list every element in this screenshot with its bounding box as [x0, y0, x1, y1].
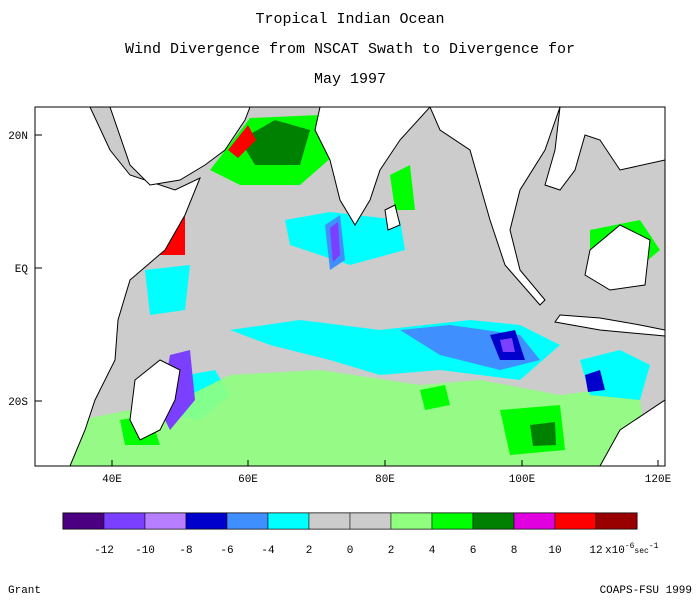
lon-label: 80E: [375, 474, 395, 486]
unit-label: x10-6sec-1: [605, 542, 659, 557]
colorbar-swatch: [513, 512, 556, 530]
colorbar-swatch: [390, 512, 433, 530]
lat-label: 20N: [8, 131, 28, 143]
lon-label: 120E: [645, 474, 672, 486]
colorbar-label: 2: [388, 545, 395, 557]
title: May 1997: [314, 71, 386, 88]
unit-part: -1: [649, 542, 659, 551]
colorbar-label: 0: [347, 545, 354, 557]
colorbar-label: 2: [306, 545, 313, 557]
colorbar-label: -8: [179, 545, 192, 557]
colorbar-swatch: [62, 512, 105, 530]
colorbar-swatch: [431, 512, 474, 530]
unit-part: sec: [634, 547, 649, 556]
unit-part: -6: [625, 542, 635, 551]
lat-label: 20S: [8, 397, 28, 409]
footer-left: Grant: [8, 585, 41, 597]
colorbar-label: 12: [589, 545, 602, 557]
colorbar-swatch: [595, 512, 638, 530]
title: Tropical Indian Ocean: [255, 11, 444, 28]
colorbar-swatch: [267, 512, 310, 530]
colorbar-swatch: [185, 512, 228, 530]
map: [34, 106, 666, 467]
unit-part: x10: [605, 545, 625, 557]
colorbar-swatch: [349, 512, 392, 530]
colorbar-label: 10: [548, 545, 561, 557]
colorbar-label: -6: [220, 545, 233, 557]
title: Wind Divergence from NSCAT Swath to Dive…: [125, 41, 575, 58]
colorbar-label: -10: [135, 545, 155, 557]
colorbar-swatch: [103, 512, 146, 530]
colorbar-swatch: [144, 512, 187, 530]
lon-label: 100E: [509, 474, 536, 486]
colorbar-swatch: [472, 512, 515, 530]
colorbar-label: -12: [94, 545, 114, 557]
colorbar-label: 6: [470, 545, 477, 557]
colorbar-label: -4: [261, 545, 275, 557]
lon-label: 40E: [102, 474, 122, 486]
colorbar-label: 4: [429, 545, 436, 557]
colorbar-swatch: [226, 512, 269, 530]
land: [35, 107, 665, 466]
lat-label: EQ: [15, 264, 29, 276]
colorbar-swatch: [554, 512, 597, 530]
footer-right: COAPS-FSU 1999: [600, 585, 692, 597]
lon-label: 60E: [238, 474, 258, 486]
colorbar-swatch: [308, 512, 351, 530]
colorbar-label: 8: [511, 545, 518, 557]
